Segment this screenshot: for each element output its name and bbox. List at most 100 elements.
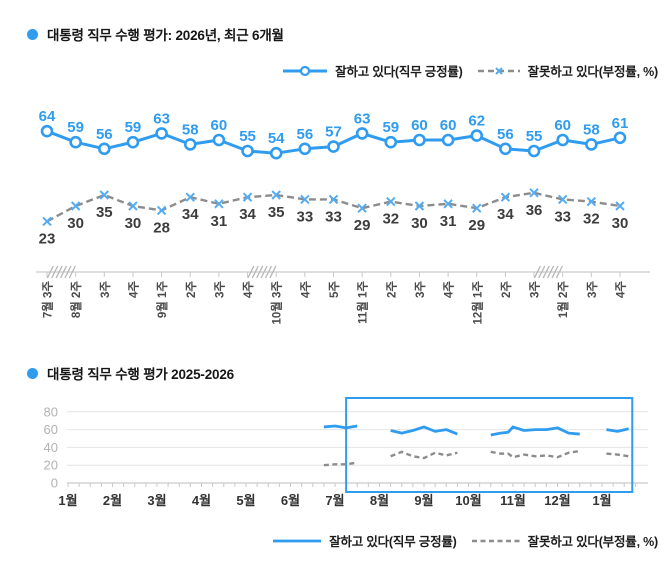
approval-value-label: 63	[153, 110, 170, 127]
x-tick-label: 3주	[99, 281, 112, 298]
legend-label-approval: 잘하고 있다(직무 긍정률)	[335, 65, 463, 79]
x-marker-icon	[328, 194, 339, 205]
disapproval-value-label: 34	[182, 206, 199, 223]
month-label: 10월	[455, 493, 481, 508]
month-label: 2월	[103, 493, 122, 508]
axis-break-hatch-icon	[68, 265, 76, 279]
disapproval-value-label: 29	[468, 217, 485, 234]
x-tick-label: 4주	[299, 281, 312, 298]
axis-break-hatch-icon	[542, 265, 550, 279]
disapproval-value-label: 33	[554, 208, 571, 225]
approval-value-label: 58	[182, 121, 199, 138]
disapproval-line	[606, 452, 629, 458]
approval-value-label: 59	[382, 119, 399, 136]
yearly-chart-legend: 잘하고 있다(직무 긍정률) 잘못하고 있다(부정률, %)	[272, 531, 658, 550]
circle-marker-icon	[499, 142, 512, 156]
x-marker-icon	[185, 192, 195, 202]
approval-value-label: 56	[297, 126, 314, 143]
axis-break-hatch-icon	[256, 265, 264, 279]
disapproval-line	[490, 449, 580, 459]
yearly-approval-overview-chart: 0 20 40 60 80 1월 2월 3월 4월 5월 6월 7월 8월 9월 10월 11월 12월 1월	[44, 397, 648, 508]
x-tick-label: 9월 1주	[155, 281, 169, 319]
circle-marker-icon	[98, 142, 111, 156]
approval-value-label: 60	[440, 117, 457, 134]
yearly-chart-title-row: 대통령 직무 수행 평가 2025-2026	[27, 363, 234, 383]
axis-break-hatch-icon	[64, 265, 72, 279]
month-label: 6월	[281, 493, 300, 508]
axis-break-hatch-icon	[260, 265, 268, 279]
x-marker-icon	[414, 201, 425, 211]
x-tick-label: 10월 3주	[270, 281, 284, 325]
x-marker-icon	[214, 199, 224, 209]
approval-value-label: 63	[354, 110, 371, 127]
x-tick-label: 2주	[185, 281, 198, 298]
axis-break-hatch-icon	[269, 265, 277, 279]
x-tick-label: 3주	[414, 281, 427, 298]
recent-chart-title-row: 대통령 직무 수행 평가: 2026년, 최근 6개월	[27, 24, 284, 44]
approval-line-sample-icon	[283, 65, 328, 76]
x-marker-icon	[357, 203, 367, 213]
circle-marker-icon	[212, 133, 226, 147]
approval-value-label: 57	[325, 124, 342, 141]
axis-break-hatch-icon	[55, 265, 63, 279]
x-marker-icon	[156, 205, 167, 216]
approval-value-label: 59	[125, 119, 142, 136]
disapproval-value-label: 30	[411, 215, 428, 232]
disapproval-value-label: 30	[125, 215, 142, 232]
yearly-chart-title: 대통령 직무 수행 평가 2025-2026	[47, 367, 234, 382]
circle-marker-icon	[155, 127, 168, 140]
circle-marker-icon	[126, 135, 140, 149]
x-marker-icon	[42, 216, 52, 227]
disapproval-value-label: 35	[96, 204, 113, 221]
x-marker-icon	[271, 190, 281, 200]
disapproval-value-label: 30	[67, 215, 84, 232]
x-marker-icon	[386, 196, 396, 207]
circle-marker-icon	[441, 133, 455, 147]
recent-chart-title: 대통령 직무 수행 평가: 2026년, 최근 6개월	[47, 28, 284, 43]
month-label: 12월	[544, 493, 570, 508]
axis-break-hatch-icon	[251, 265, 259, 279]
month-label: 9월	[414, 493, 433, 508]
x-marker-icon	[472, 203, 482, 213]
x-tick-label: 12월 1주	[470, 281, 484, 325]
disapproval-value-label: 23	[39, 230, 56, 247]
axis-break-hatch-icon	[533, 265, 541, 279]
x-tick-label: 4주	[443, 281, 456, 298]
approval-value-label: 54	[268, 130, 285, 147]
x-tick-label: 2주	[385, 281, 398, 298]
x-tick-label: 1월 2주	[556, 281, 570, 319]
axis-break-hatch-icon	[555, 265, 563, 279]
x-tick-label: 4주	[127, 281, 140, 298]
y-tick-label: 60	[44, 422, 58, 437]
approval-value-label: 61	[612, 115, 629, 132]
axis-break-hatch-icon	[546, 265, 555, 279]
disapproval-value-label: 33	[297, 208, 314, 225]
x-tick-label: 2주	[500, 281, 513, 298]
x-tick-label: 3주	[529, 281, 542, 298]
month-label: 7월	[325, 493, 344, 508]
circle-marker-icon	[183, 138, 197, 151]
x-marker-icon	[500, 192, 511, 202]
y-tick-label: 40	[44, 440, 58, 455]
approval-value-label: 64	[39, 108, 56, 125]
circle-marker-icon	[413, 133, 426, 147]
approval-value-label: 60	[211, 117, 228, 134]
x-tick-label: 4주	[242, 281, 255, 298]
month-label: 3월	[147, 493, 166, 508]
weekly-approval-trend-chart: 7월 3주 8월 2주 3주 4주 9월 1주 2주 3주 4주 10월 3주 4주 5주 11월 1…	[36, 108, 650, 325]
legend-label-approval: 잘하고 있다(직무 긍정률)	[329, 535, 457, 549]
legend-item-approval: 잘하고 있다(직무 긍정률)	[282, 61, 463, 80]
axis-break-hatch-icon	[46, 265, 54, 279]
legend-label-disapproval: 잘못하고 있다(부정률, %)	[527, 535, 659, 549]
disapproval-line-sample-icon	[471, 539, 520, 542]
disapproval-value-label: 35	[268, 204, 285, 221]
circle-marker-icon	[327, 140, 340, 153]
bullet-icon	[27, 367, 38, 379]
y-tick-label: 0	[51, 476, 58, 491]
circle-marker-icon	[40, 124, 54, 138]
month-label: 4월	[192, 493, 211, 508]
month-label: 1월	[592, 493, 611, 508]
disapproval-line	[323, 461, 358, 467]
x-marker-icon	[586, 196, 597, 207]
